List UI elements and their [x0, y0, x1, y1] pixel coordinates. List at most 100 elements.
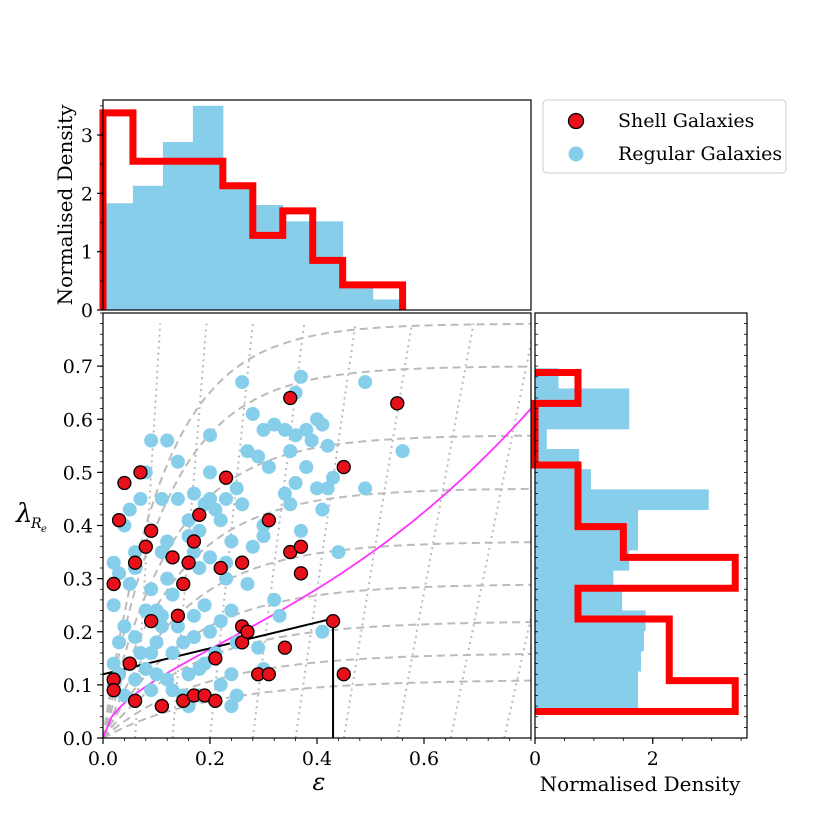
regular-galaxy-point	[224, 534, 239, 549]
regular-galaxy-point	[256, 422, 271, 437]
shell-galaxy-point	[106, 576, 121, 592]
regular-galaxy-point	[299, 460, 314, 475]
regular-galaxy-point	[154, 545, 169, 560]
regular-galaxy-point	[288, 428, 303, 443]
regular-galaxy-point	[186, 608, 201, 623]
regular-galaxy-point	[224, 603, 239, 618]
regular-galaxy-point	[144, 646, 159, 660]
regular-galaxy-point	[106, 656, 121, 671]
regular-galaxy-point	[138, 603, 153, 618]
regular-galaxy-point	[160, 433, 175, 448]
regular-galaxy-point	[144, 683, 159, 698]
grid-dashed-curve	[103, 541, 531, 738]
regular-galaxy-point	[160, 571, 175, 586]
regular-galaxy-point	[112, 635, 127, 650]
right-x-tick-label: 0	[529, 748, 541, 770]
regular-galaxy-point	[219, 571, 234, 586]
regular-galaxy-point	[288, 476, 303, 490]
shell-galaxy-point	[143, 613, 159, 629]
right-hist-bar	[535, 489, 709, 511]
shell-galaxy-point	[165, 550, 180, 565]
y-tick-label: 0.7	[63, 356, 93, 378]
shell-galaxy-point	[176, 576, 191, 592]
top-hist-bar	[162, 142, 194, 310]
shell-galaxy-point	[127, 693, 143, 708]
regular-galaxy-point	[245, 406, 260, 421]
regular-galaxy-point	[170, 491, 185, 506]
legend-regular-marker	[568, 146, 584, 162]
regular-galaxy-point	[229, 481, 244, 496]
shell-galaxy-point	[336, 459, 351, 475]
regular-galaxy-point	[192, 523, 207, 538]
x-tick-label: 0.6	[409, 748, 439, 770]
top-hist-bar	[372, 299, 404, 310]
regular-galaxy-point	[122, 502, 137, 517]
regular-galaxy-point	[240, 576, 255, 591]
regular-galaxy-point	[192, 561, 207, 575]
regular-galaxy-point	[117, 688, 132, 703]
regular-galaxy-point	[117, 619, 132, 634]
regular-galaxy-point	[358, 481, 373, 496]
right-hist-bar	[535, 671, 639, 692]
grid-dashed-curve	[103, 487, 531, 738]
shell-galaxy-point	[117, 475, 132, 491]
regular-galaxy-point	[154, 491, 169, 506]
regular-galaxy-point	[144, 433, 159, 448]
top-y-tick-label: 2	[81, 183, 93, 205]
shell-galaxy-point	[390, 396, 405, 411]
regular-galaxy-point	[299, 422, 314, 437]
regular-galaxy-point	[213, 614, 228, 629]
shell-galaxy-point	[138, 539, 153, 554]
shell-galaxy-point	[277, 640, 293, 655]
top-hist-bar	[132, 185, 164, 310]
regular-galaxy-point	[293, 523, 308, 538]
top-y-tick-label: 3	[81, 125, 93, 147]
regular-galaxy-point	[213, 513, 228, 528]
regular-galaxy-point	[358, 375, 373, 390]
shell-galaxy-point	[170, 608, 186, 623]
regular-galaxy-point	[395, 444, 410, 459]
grid-dotted-curve	[396, 323, 475, 738]
regular-galaxy-point	[149, 667, 164, 682]
regular-galaxy-point	[235, 375, 250, 390]
regular-galaxy-point	[128, 672, 143, 687]
top-hist-bar	[192, 105, 224, 310]
regular-galaxy-point	[293, 369, 308, 384]
shell-galaxy-point	[234, 555, 250, 570]
regular-galaxy-point	[256, 529, 271, 544]
regular-galaxy-point	[245, 539, 260, 554]
right-hist-bar	[535, 529, 639, 551]
regular-galaxy-point	[181, 513, 196, 528]
regular-galaxy-point	[128, 545, 143, 560]
main-ylabel: λ R e	[15, 499, 47, 535]
ylabel-sub-r: R	[30, 516, 42, 532]
grid-dashed-curve	[103, 679, 531, 738]
x-tick-label: 0.0	[88, 748, 118, 770]
regular-galaxy-point	[320, 481, 335, 496]
y-tick-label: 0.3	[63, 569, 93, 591]
shell-galaxy-point	[122, 656, 137, 671]
legend-regular-label: Regular Galaxies	[618, 143, 782, 165]
regular-galaxy-point	[128, 630, 143, 645]
regular-galaxy-point	[283, 497, 298, 512]
regular-galaxy-point	[154, 608, 169, 623]
x-tick-label: 0.2	[195, 748, 225, 770]
shell-galaxy-point	[213, 560, 228, 576]
regular-galaxy-point	[251, 449, 266, 464]
regular-galaxy-point	[186, 545, 201, 560]
grid-dashed-curve	[103, 621, 531, 738]
y-tick-label: 0.2	[63, 622, 93, 644]
ylabel-lambda: λ	[15, 499, 32, 529]
shell-galaxy-point	[154, 698, 170, 714]
shell-galaxy-point	[293, 566, 309, 581]
shell-galaxy-point	[261, 513, 277, 528]
y-tick-label: 0.0	[63, 728, 93, 750]
regular-galaxy-point	[160, 534, 175, 549]
top-histogram: 0 1 2 3 Normalised Density	[53, 99, 532, 322]
shell-galaxy-point	[127, 555, 143, 570]
top-hist-bar	[342, 286, 374, 310]
regular-galaxy-point	[149, 635, 164, 650]
right-histogram: 0 2 Normalised Density	[529, 312, 748, 796]
grid-dotted-curve	[449, 338, 531, 738]
legend: Shell Galaxies Regular Galaxies	[542, 99, 787, 174]
